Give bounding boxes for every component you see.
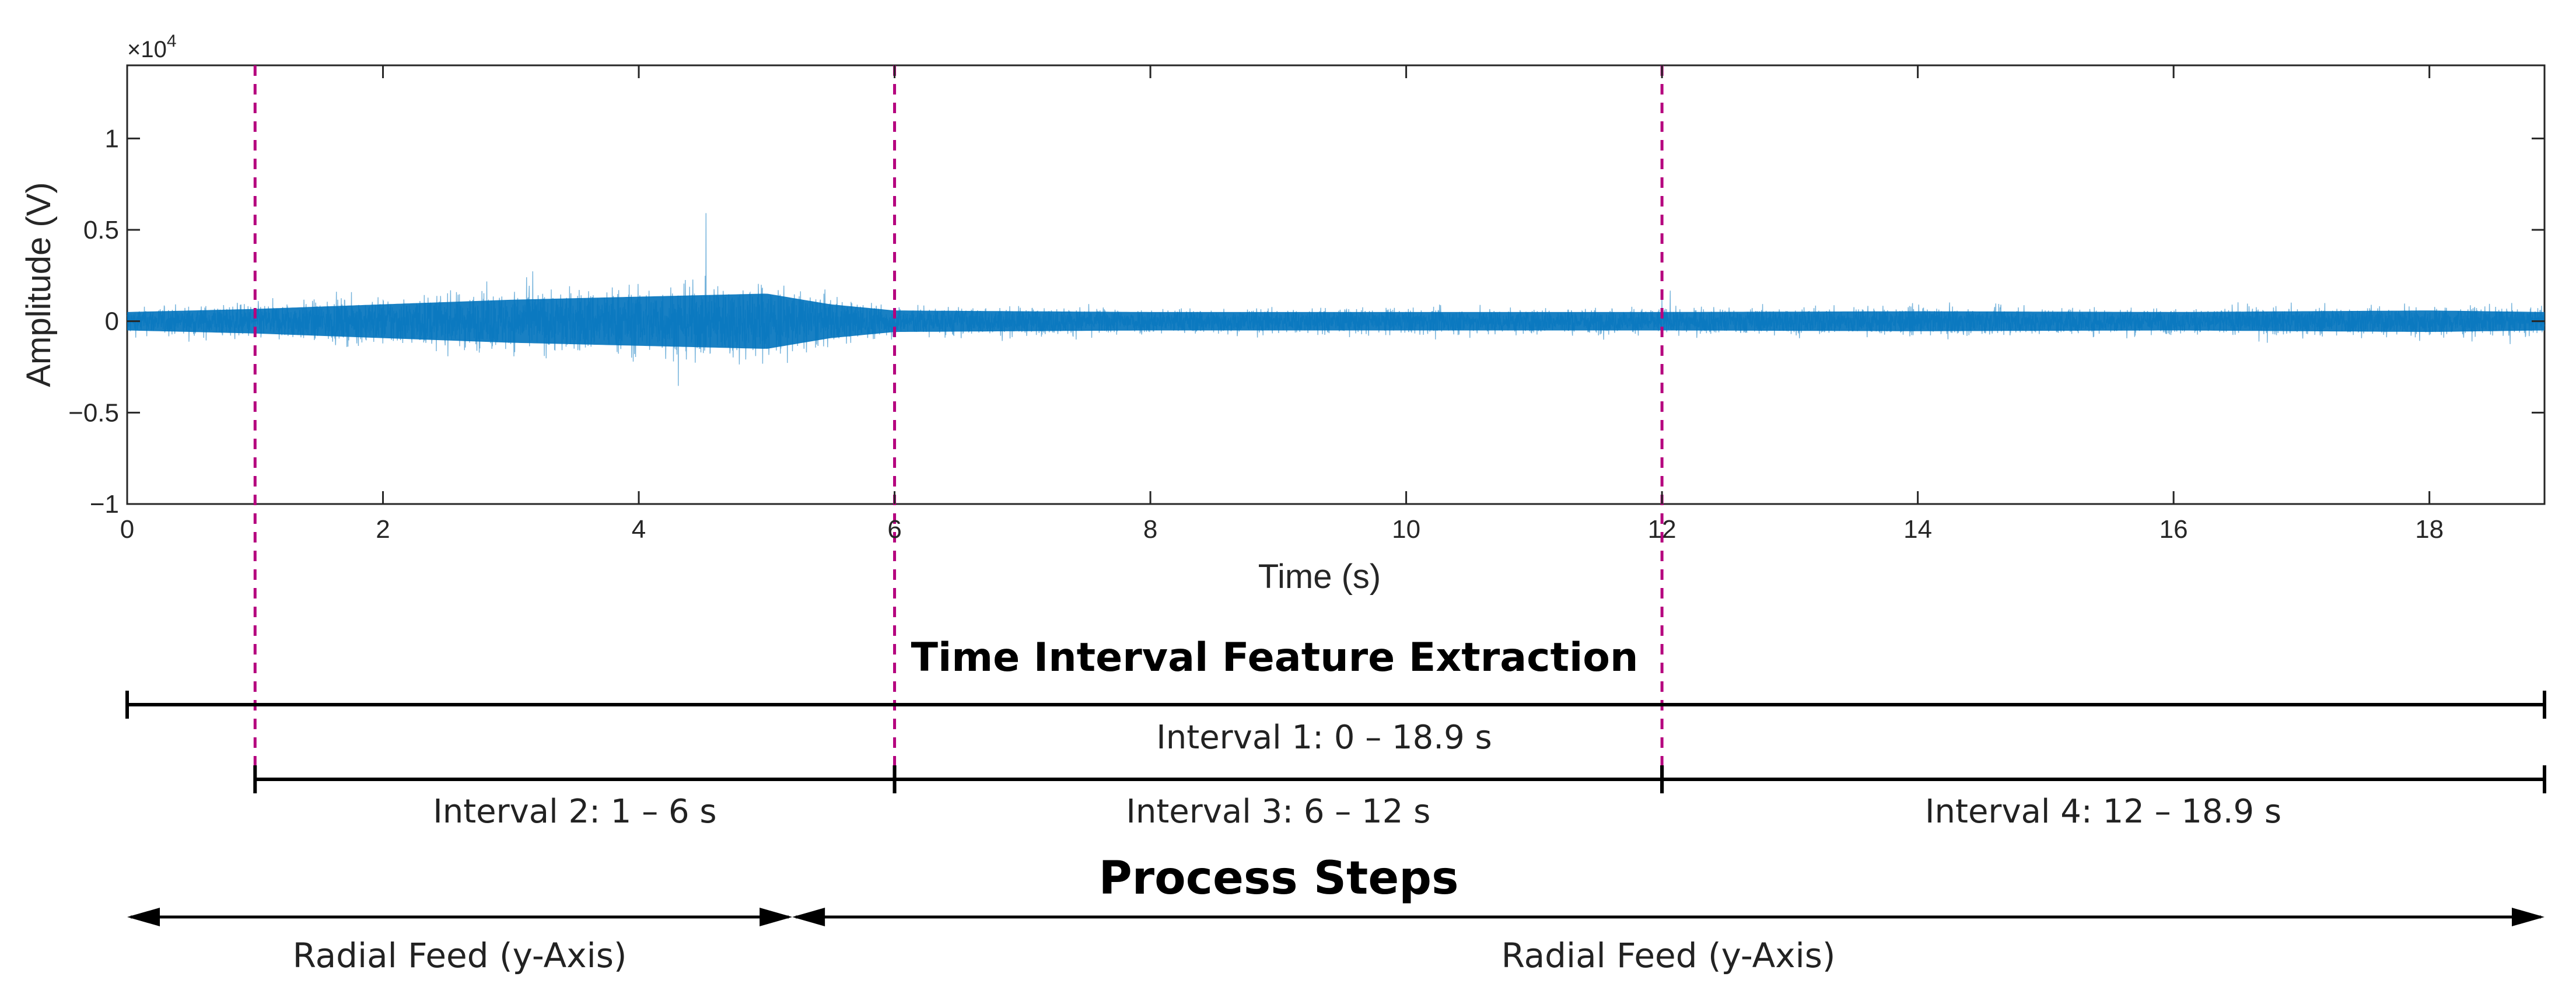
signal-core-band xyxy=(127,293,2544,349)
x-tick-label: 12 xyxy=(1648,515,1676,544)
signal-trace xyxy=(127,213,2545,386)
process-steps-section: Process Steps Radial Feed (y-Axis) Radial… xyxy=(127,852,2544,975)
y-tick-label: 1 xyxy=(105,124,119,153)
y-tick-label: 0.5 xyxy=(83,216,119,244)
y-tick-label: −1 xyxy=(90,490,119,519)
process-steps-title: Process Steps xyxy=(1099,852,1459,905)
step-arrow-head-right xyxy=(760,908,793,926)
y-tick-label: −0.5 xyxy=(68,398,119,427)
x-axis-ticks: 0 2 4 6 8 10 12 14 16 18 xyxy=(120,65,2444,544)
interval-label: Interval 1: 0 – 18.9 s xyxy=(1156,719,1492,757)
interval-label: Interval 2: 1 – 6 s xyxy=(433,793,716,831)
x-tick-label: 0 xyxy=(120,515,134,544)
x-tick-label: 4 xyxy=(632,515,646,544)
y-tick-label: 0 xyxy=(105,307,119,336)
interval-label: Interval 3: 6 – 12 s xyxy=(1126,793,1430,831)
x-tick-label: 10 xyxy=(1392,515,1420,544)
x-tick-label: 14 xyxy=(1903,515,1932,544)
x-tick-label: 16 xyxy=(2160,515,2188,544)
process-step-arrows: Radial Feed (y-Axis) Radial Feed (y-Axis) xyxy=(127,908,2544,975)
interval-label: Interval 4: 12 – 18.9 s xyxy=(1925,793,2281,831)
step-arrow-head-left xyxy=(792,908,825,926)
y-exponent: ×104 xyxy=(127,32,177,62)
step-arrow-head-left xyxy=(127,908,160,926)
step-arrow-head-right xyxy=(2512,908,2544,926)
y-axis-title: Amplitude (V) xyxy=(20,182,58,387)
plot-area: 0 2 4 6 8 10 12 14 16 18 1 0.5 0 −0.5 −1 ×104 Time (s… xyxy=(20,32,2546,779)
step-label: Radial Feed (y-Axis) xyxy=(293,936,627,975)
feature-extraction-section: Time Interval Feature Extraction Interva… xyxy=(125,635,2546,831)
step-label: Radial Feed (y-Axis) xyxy=(1502,936,1836,975)
feature-extraction-title: Time Interval Feature Extraction xyxy=(911,635,1639,681)
x-axis-title: Time (s) xyxy=(1258,558,1381,596)
x-tick-label: 2 xyxy=(376,515,390,544)
y-axis-ticks: 1 0.5 0 −0.5 −1 xyxy=(68,124,2544,519)
x-tick-label: 18 xyxy=(2415,515,2444,544)
plot-background xyxy=(126,64,2546,505)
marker-lines xyxy=(253,65,1664,779)
interval-brackets: Interval 1: 0 – 18.9 s Interval 2: 1 – 6 … xyxy=(125,691,2546,831)
x-tick-label: 6 xyxy=(887,515,901,544)
x-tick-label: 8 xyxy=(1143,515,1157,544)
